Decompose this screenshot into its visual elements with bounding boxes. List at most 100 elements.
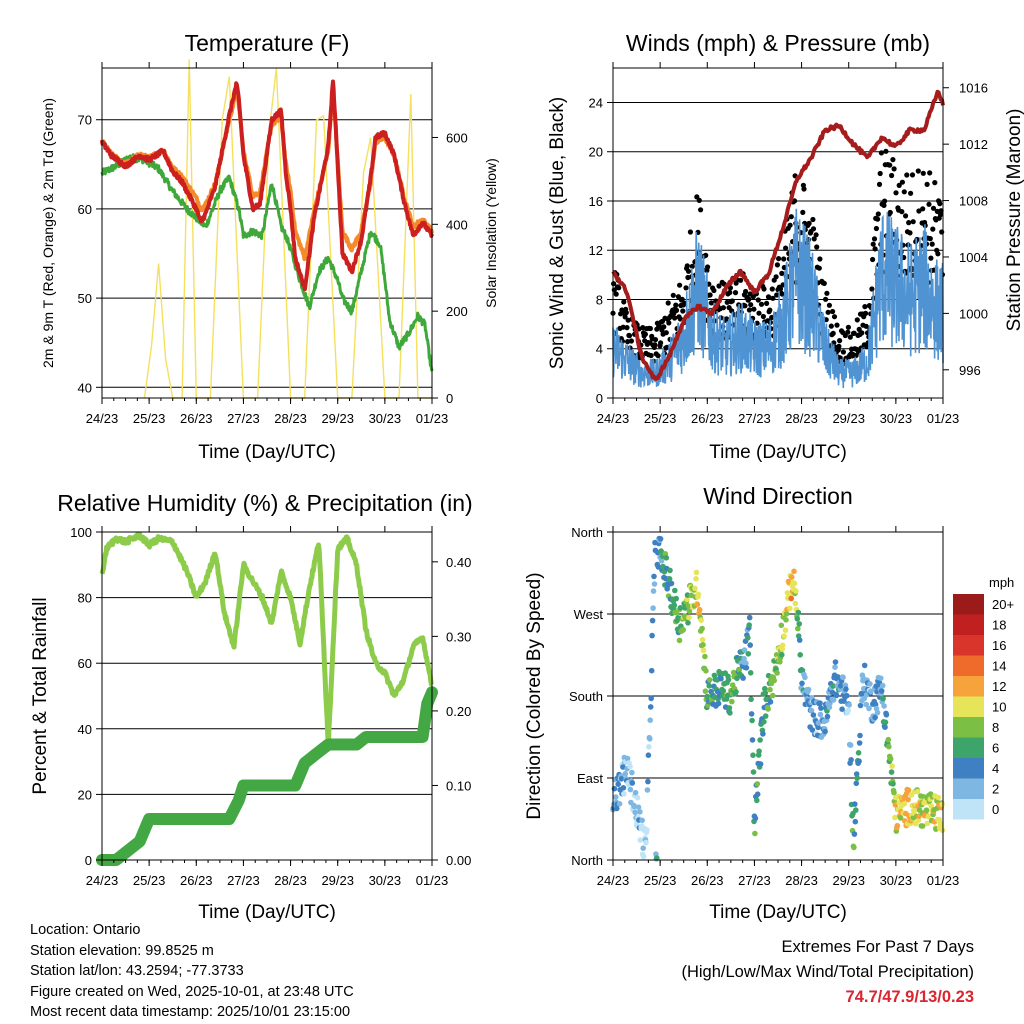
x-tick-label: 27/23 [227,411,260,426]
gust-point [890,157,896,163]
direction-point [749,737,756,743]
direction-point [649,632,655,639]
gust-point [689,263,695,269]
direction-point [802,674,808,681]
legend-swatch [953,717,984,738]
gust-point [758,301,765,307]
direction-point [923,807,930,813]
gust-point [707,292,713,298]
direction-point [746,622,752,628]
direction-point [901,801,908,807]
gust-point [658,340,664,346]
direction-point [700,642,706,648]
direction-point [855,750,862,756]
direction-point [832,659,839,665]
gust-point [877,170,883,177]
direction-point [686,614,692,621]
y-tick-label: 40 [78,380,92,395]
direction-point [725,676,732,683]
gust-point [821,280,827,286]
gust-point [845,324,852,330]
direction-point [620,785,627,791]
latest-timestamp-text: Most recent data timestamp: 2025/10/01 2… [30,1004,351,1020]
direction-point [767,686,773,693]
speed-legend: mph 20+ 18 16 14 12 10 8 6 4 2 0 [953,575,1014,820]
pressure-line [611,89,945,381]
x-tick-label: 28/23 [785,411,818,426]
solar-y-label: Solar Insolation (Yellow) [483,158,499,308]
gust-point [673,302,679,308]
humidity-y-label: Percent & Total Rainfall [30,597,51,794]
direction-point [824,713,831,720]
direction-point [748,711,755,717]
y-tick-label: West [574,607,604,622]
gust-point [907,230,913,236]
winds-pressure-panel: Winds (mph) & Pressure (mb) 24/23 25/23 26… [547,30,1024,463]
legend-swatch [953,676,984,697]
direction-point [704,693,711,700]
direction-point [634,794,641,801]
gust-point [893,190,899,196]
temp-2m-series [100,79,434,292]
x-tick-label: 26/23 [691,873,724,888]
series-line [100,153,434,372]
direction-point [867,681,873,687]
gust-point [831,340,837,346]
direction-point [861,662,868,669]
y-tick-label: 100 [70,525,92,540]
direction-point [646,744,652,750]
humidity-precip-panel: Relative Humidity (%) & Precipitation (i… [30,490,473,923]
y-tick-label: North [571,853,603,868]
direction-point [648,667,655,674]
direction-point [885,736,892,743]
direction-point [886,743,892,750]
direction-point [879,682,886,689]
y-tick-label: 20 [589,145,603,160]
direction-point [839,706,845,712]
direction-point [905,796,911,803]
direction-point [698,617,704,623]
x-tick-label: 24/23 [597,873,630,888]
x-tick-label: 25/23 [133,873,166,888]
gust-point [743,288,749,295]
gust-point [910,219,916,225]
direction-point [851,831,858,837]
y-tick-label: 20 [78,787,92,802]
legend-swatch [953,758,984,779]
direction-point [647,736,653,742]
x-tick-label: 01/23 [416,411,449,426]
direction-point [791,580,798,587]
gust-point [901,189,907,195]
series-line [100,79,434,292]
direction-point [851,844,857,851]
gust-point [939,229,945,235]
gust-point [673,307,680,313]
x-tick-label: 30/23 [880,873,913,888]
pressure-series [611,89,945,381]
x-tick-label: 26/23 [691,411,724,426]
direction-point [883,712,890,718]
gust-point [787,222,793,228]
gust-point [655,353,661,359]
gust-point [840,349,847,355]
gust-point [825,309,831,315]
elevation-text: Station elevation: 99.8525 m [30,942,214,959]
gust-point [720,305,727,311]
y2-tick-label: 996 [959,363,981,378]
gust-point [777,286,784,292]
direction-point [693,569,700,576]
gust-point [756,310,762,316]
gust-point [652,342,658,348]
direction-point [677,605,684,611]
x-tick-label: 30/23 [369,411,402,426]
gust-point [666,320,672,326]
direction-point [657,536,664,542]
gust-point [909,172,916,178]
legend-swatch [953,696,984,717]
gust-point [811,236,817,242]
direction-point [866,705,872,712]
gust-point [652,337,659,343]
legend-swatch [953,655,984,676]
direction-point [799,680,805,687]
direction-point [649,617,656,624]
